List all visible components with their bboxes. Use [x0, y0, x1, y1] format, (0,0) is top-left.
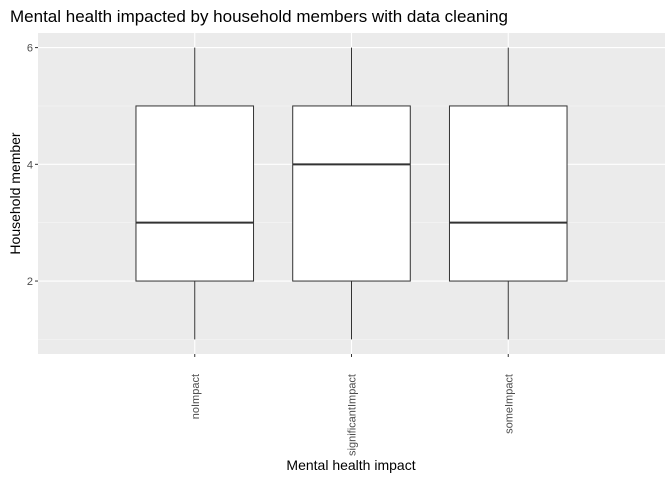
y-tick-label: 2 [27, 276, 33, 288]
y-tick-label: 4 [27, 159, 33, 171]
box-body [135, 105, 255, 282]
y-axis: 2 4 6 [27, 43, 38, 288]
x-axis-title: Mental health impact [286, 457, 415, 473]
box-noImpact [135, 47, 255, 340]
box-series [135, 47, 568, 340]
x-tick-label: someImpact [503, 374, 515, 434]
x-axis: noImpact significantImpact someImpact [190, 354, 515, 456]
y-tick-label: 6 [27, 43, 33, 55]
chart-title: Mental health impacted by household memb… [10, 7, 508, 26]
x-tick-label: noImpact [190, 374, 202, 419]
box-someImpact [448, 47, 568, 340]
box-significantImpact [292, 47, 411, 340]
box-body [448, 105, 568, 282]
y-axis-title: Household member [7, 132, 23, 255]
x-tick-label: significantImpact [347, 374, 359, 456]
box-body [292, 105, 411, 282]
